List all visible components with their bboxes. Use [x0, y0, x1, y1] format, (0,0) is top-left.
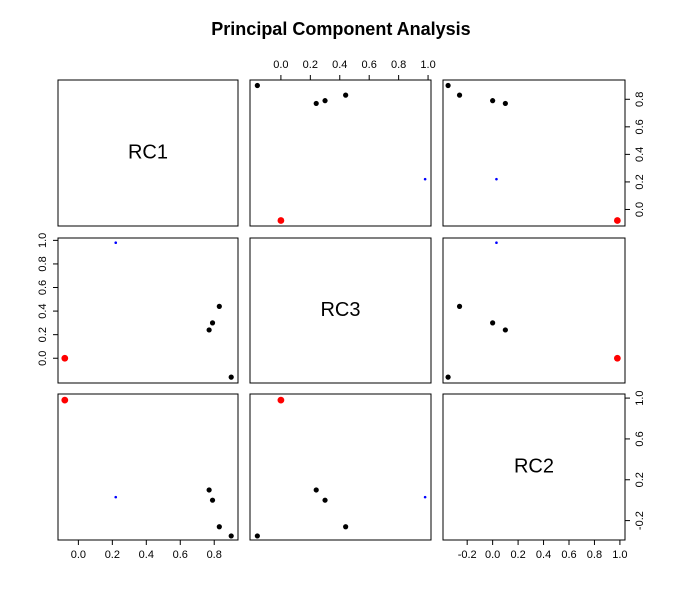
point [254, 533, 260, 539]
y-tick-label: 0.2 [634, 472, 646, 487]
point [61, 396, 69, 404]
x-tick-label: 0.6 [362, 59, 377, 71]
x-tick-label: 0.2 [105, 549, 120, 561]
point [206, 327, 212, 333]
x-tick-label: 0.4 [139, 549, 154, 561]
point [216, 303, 222, 309]
x-tick-label: 0.4 [332, 59, 347, 71]
y-tick-label: -0.2 [634, 511, 646, 530]
x-tick-label: 0.8 [207, 549, 222, 561]
point [206, 487, 212, 493]
y-tick-label: 0.8 [634, 92, 646, 107]
x-tick-label: 0.2 [303, 59, 318, 71]
x-tick-label: 1.0 [420, 59, 435, 71]
y-tick-label: 0.2 [634, 174, 646, 189]
point [502, 100, 508, 107]
point [209, 320, 216, 326]
y-tick-label: 1.0 [634, 390, 646, 405]
panel-frame [57, 237, 239, 384]
y-tick-label: 0.0 [37, 351, 49, 366]
point [495, 241, 498, 245]
point [313, 487, 319, 493]
x-tick-label: 0.0 [71, 549, 86, 561]
point [216, 524, 222, 530]
panel-frame [57, 79, 239, 227]
diagonal-label: RC2 [514, 455, 554, 477]
y-tick-label: 0.8 [37, 256, 49, 271]
point [254, 82, 260, 89]
point [209, 497, 216, 503]
y-tick-label: 0.6 [634, 119, 646, 134]
point [445, 374, 451, 380]
point [61, 354, 69, 362]
point [456, 92, 463, 98]
point [502, 327, 508, 333]
y-tick-label: 1.0 [37, 233, 49, 248]
panel-frame [442, 393, 626, 541]
x-tick-label: -0.2 [458, 549, 477, 561]
y-tick-label: 0.6 [37, 280, 49, 295]
y-tick-label: 0.4 [634, 147, 646, 162]
point [423, 177, 427, 181]
point [423, 495, 427, 499]
point [322, 497, 328, 503]
point [495, 177, 498, 181]
point [277, 217, 285, 224]
x-tick-label: 0.6 [173, 549, 188, 561]
x-tick-label: 0.4 [536, 549, 551, 561]
point [613, 354, 621, 362]
point [322, 98, 328, 104]
y-tick-label: 0.2 [37, 327, 49, 342]
point [613, 217, 621, 224]
y-tick-label: 0.4 [37, 303, 49, 318]
panel-frame [442, 237, 626, 384]
x-tick-label: 0.2 [510, 549, 525, 561]
panel-frame [249, 393, 432, 541]
panel-frame [249, 237, 432, 384]
point [456, 303, 463, 309]
point [228, 374, 234, 380]
panel-frame [57, 393, 239, 541]
point [114, 495, 118, 499]
point [490, 320, 496, 326]
point [343, 92, 349, 98]
y-tick-label: 0.6 [634, 431, 646, 446]
panel-frame [249, 79, 432, 227]
x-tick-label: 0.8 [587, 549, 602, 561]
x-tick-label: 0.6 [561, 549, 576, 561]
x-tick-label: 0.0 [273, 59, 288, 71]
point [490, 98, 496, 104]
point [114, 241, 118, 245]
x-tick-label: 0.0 [485, 549, 500, 561]
x-tick-label: 0.8 [391, 59, 406, 71]
chart-title: Principal Component Analysis [211, 19, 470, 39]
point [313, 100, 319, 107]
point [343, 524, 349, 530]
diagonal-label: RC1 [128, 141, 168, 163]
diagonal-label: RC3 [320, 299, 360, 321]
y-tick-label: 0.0 [634, 202, 646, 217]
x-tick-label: 1.0 [612, 549, 627, 561]
point [277, 396, 285, 404]
panel-frame [442, 79, 626, 227]
point [445, 82, 451, 89]
point [228, 533, 234, 539]
